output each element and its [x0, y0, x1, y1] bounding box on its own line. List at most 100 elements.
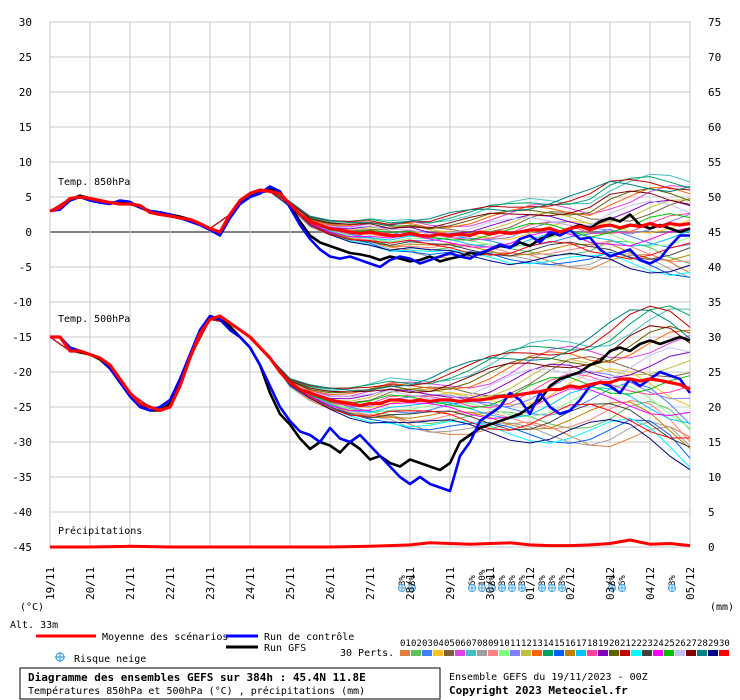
snow-marker: 3%	[488, 575, 498, 592]
member-legend-label: 01	[400, 639, 411, 649]
legend: Moyenne des scénarios Run de contrôle Ru…	[36, 631, 730, 665]
member-legend-swatch	[708, 650, 718, 656]
legend-snow-label: Risque neige	[74, 654, 146, 665]
member-legend: 01 02 03 04 05 06 07 08 09 10 11 12 13 14 15 16 17 18 19 20…	[400, 639, 730, 656]
member-legend-swatch	[686, 650, 696, 656]
x-date-label: 21/11	[124, 567, 137, 600]
y-right-tick-label: 70	[708, 51, 721, 64]
y-right-tick-label: 5	[708, 506, 715, 519]
y-right-tick-label: 65	[708, 86, 721, 99]
snow-marker: 3%	[498, 575, 508, 592]
member-legend-label: 19	[598, 639, 609, 649]
member-legend-swatch	[565, 650, 575, 656]
x-date-label: 26/11	[324, 567, 337, 600]
x-date-label: 01/12	[524, 567, 537, 600]
snow-percent: 3%	[668, 575, 678, 586]
x-date-label: 03/12	[604, 567, 617, 600]
x-date-label: 05/12	[684, 567, 697, 600]
member-legend-swatch	[719, 650, 729, 656]
x-date-label: 22/11	[164, 567, 177, 600]
x-date-label: 29/11	[444, 567, 457, 600]
snow-marker: 3%	[538, 575, 548, 592]
snow-percent: 6%	[468, 575, 478, 586]
left-axis-unit: (°C)	[20, 602, 44, 613]
title-box	[19, 667, 441, 700]
y-right-tick-label: 45	[708, 226, 721, 239]
member-legend-swatch	[653, 650, 663, 656]
snow-percent: 3%	[398, 575, 408, 586]
t500-label: Temp. 500hPa	[58, 314, 130, 325]
snow-marker: 3%	[408, 575, 418, 592]
member-legend-label: 23	[642, 639, 653, 649]
y-left-tick-label: -40	[12, 506, 32, 519]
y-left-tick-label: 15	[19, 121, 32, 134]
x-date-label: 28/11	[404, 567, 417, 600]
member-legend-swatch	[664, 650, 674, 656]
member-legend-label: 30	[719, 639, 730, 649]
member-legend-swatch	[521, 650, 531, 656]
snow-percent: 3%	[488, 575, 498, 586]
y-right-tick-label: 25	[708, 366, 721, 379]
series-line-t850	[49, 188, 691, 238]
member-legend-label: 14	[543, 639, 554, 649]
y-left-tick-label: 30	[19, 16, 32, 29]
y-right-tick-label: 40	[708, 261, 721, 274]
y-right-tick-label: 75	[708, 16, 721, 29]
member-legend-label: 29	[708, 639, 719, 649]
member-legend-swatch	[609, 650, 619, 656]
x-date-label: 25/11	[284, 567, 297, 600]
member-legend-label: 24	[653, 639, 664, 649]
y-left-tick-label: -35	[12, 471, 32, 484]
run-label: Ensemble GEFS du 19/11/2023 - 00Z	[449, 672, 648, 683]
member-legend-label: 12	[521, 639, 532, 649]
legend-snow-icon	[55, 652, 65, 662]
legend-gfs-label: Run GFS	[264, 643, 306, 654]
member-legend-label: 05	[444, 639, 455, 649]
member-legend-swatch	[642, 650, 652, 656]
member-legend-label: 08	[477, 639, 488, 649]
member-legend-swatch	[422, 650, 432, 656]
y-right-tick-label: 60	[708, 121, 721, 134]
member-legend-label: 04	[433, 639, 444, 649]
y-right-tick-label: 35	[708, 296, 721, 309]
member-legend-label: 22	[631, 639, 642, 649]
series-line-t500	[50, 314, 691, 413]
x-date-label: 19/11	[44, 567, 57, 600]
member-legend-swatch	[433, 650, 443, 656]
snow-marker: 3%	[398, 575, 408, 592]
y-left-tick-label: 5	[25, 191, 32, 204]
member-legend-swatch	[477, 650, 487, 656]
member-legend-swatch	[444, 650, 454, 656]
legend-mean-label: Moyenne des scénarios	[102, 631, 228, 643]
main-series	[49, 185, 692, 549]
member-legend-swatch	[675, 650, 685, 656]
altitude-label: Alt. 33m	[10, 620, 58, 631]
snow-percent: 3%	[608, 575, 618, 586]
precip-label: Précipitations	[58, 525, 142, 537]
y-right-tick-label: 10	[708, 471, 721, 484]
chart-subtitle: Températures 850hPa et 500hPa (°C) , pré…	[28, 685, 365, 697]
member-legend-label: 10	[499, 639, 510, 649]
member-legend-label: 25	[664, 639, 675, 649]
y-right-tick-label: 15	[708, 436, 721, 449]
member-legend-swatch	[554, 650, 564, 656]
y-right-tick-label: 0	[708, 541, 715, 554]
member-legend-swatch	[631, 650, 641, 656]
snow-percent: 3%	[538, 575, 548, 586]
y-left-tick-label: -20	[12, 366, 32, 379]
snow-percent: 3%	[508, 575, 518, 586]
y-left-tick-label: -25	[12, 401, 32, 414]
member-legend-swatch	[532, 650, 542, 656]
right-axis-unit: (mm)	[710, 602, 734, 613]
member-legend-swatch	[576, 650, 586, 656]
x-date-label: 20/11	[84, 567, 97, 600]
snow-percent: 10%	[478, 569, 488, 586]
series-line-precip	[50, 538, 691, 549]
member-legend-label: 11	[510, 639, 521, 649]
snow-percent: 6%	[618, 575, 628, 586]
y-left-tick-label: -30	[12, 436, 32, 449]
snow-percent: 3%	[548, 575, 558, 586]
member-legend-label: 16	[565, 639, 576, 649]
x-date-label: 24/11	[244, 567, 257, 600]
